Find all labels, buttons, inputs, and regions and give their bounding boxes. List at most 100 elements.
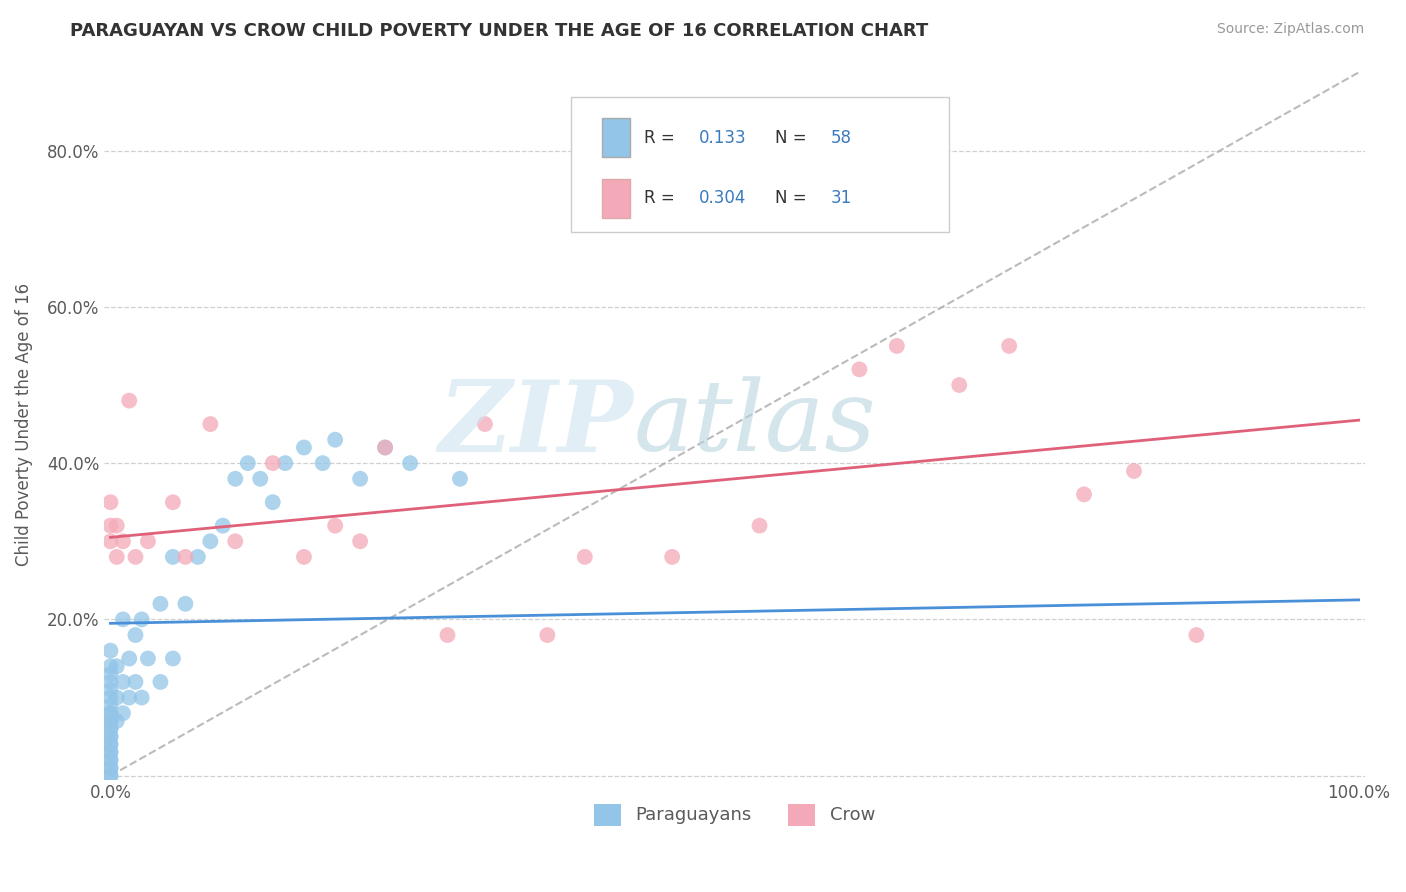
Point (100, 722, 122, 736)
FancyBboxPatch shape (602, 119, 630, 158)
Point (436, 628, 458, 642)
Text: PARAGUAYAN VS CROW CHILD POVERTY UNDER THE AGE OF 16 CORRELATION CHART: PARAGUAYAN VS CROW CHILD POVERTY UNDER T… (70, 22, 928, 40)
Text: R =: R = (644, 129, 681, 147)
Point (105, 714, 128, 728)
Text: N =: N = (775, 189, 811, 207)
Point (100, 738, 122, 752)
Point (661, 549, 683, 564)
Text: N =: N = (775, 129, 811, 147)
Point (136, 534, 159, 549)
Point (262, 495, 284, 509)
Point (292, 441, 315, 455)
Point (100, 659, 122, 673)
Point (374, 441, 396, 455)
Text: 58: 58 (831, 129, 852, 147)
Point (118, 393, 141, 408)
Point (100, 643, 122, 657)
Point (100, 745, 122, 759)
Point (748, 518, 770, 533)
Point (118, 690, 141, 705)
Point (124, 549, 146, 564)
Point (162, 549, 184, 564)
Point (312, 456, 335, 470)
Point (374, 441, 396, 455)
Point (149, 597, 172, 611)
Point (399, 456, 422, 470)
Point (349, 534, 371, 549)
Text: 31: 31 (831, 189, 852, 207)
Point (100, 518, 122, 533)
Point (100, 738, 122, 752)
Point (536, 628, 558, 642)
Point (100, 761, 122, 775)
Y-axis label: Child Poverty Under the Age of 16: Child Poverty Under the Age of 16 (15, 283, 32, 566)
Point (262, 456, 284, 470)
Point (124, 675, 146, 690)
Point (100, 761, 122, 775)
Point (100, 753, 122, 767)
Point (100, 722, 122, 736)
Point (100, 682, 122, 697)
Point (174, 597, 197, 611)
Point (998, 339, 1021, 353)
Point (111, 706, 134, 721)
Point (100, 698, 122, 713)
Point (100, 675, 122, 690)
Point (100, 706, 122, 721)
Point (174, 549, 197, 564)
Point (100, 730, 122, 744)
Point (131, 690, 153, 705)
Point (100, 706, 122, 721)
Point (1073, 487, 1095, 501)
Point (118, 651, 141, 665)
Point (105, 690, 128, 705)
Text: Source: ZipAtlas.com: Source: ZipAtlas.com (1216, 22, 1364, 37)
Point (224, 534, 246, 549)
Point (100, 534, 122, 549)
Point (1123, 464, 1146, 478)
Point (474, 417, 496, 431)
Point (100, 714, 122, 728)
Point (136, 651, 159, 665)
Point (100, 730, 122, 744)
Point (249, 472, 271, 486)
Point (111, 675, 134, 690)
Point (211, 518, 233, 533)
Point (100, 495, 122, 509)
Point (105, 518, 128, 533)
Point (100, 690, 122, 705)
Point (100, 769, 122, 783)
Point (149, 675, 172, 690)
Legend: Paraguayans, Crow: Paraguayans, Crow (585, 795, 884, 835)
Point (100, 667, 122, 681)
Text: R =: R = (644, 189, 681, 207)
Point (948, 378, 970, 392)
Point (111, 612, 134, 626)
Point (111, 534, 134, 549)
FancyBboxPatch shape (602, 178, 630, 218)
Point (162, 495, 184, 509)
FancyBboxPatch shape (571, 97, 949, 232)
Text: 0.304: 0.304 (699, 189, 747, 207)
Point (323, 433, 346, 447)
Text: atlas: atlas (634, 376, 876, 472)
Point (162, 651, 184, 665)
Point (224, 472, 246, 486)
Point (886, 339, 908, 353)
Text: ZIP: ZIP (439, 376, 634, 473)
Point (449, 472, 471, 486)
Point (131, 612, 153, 626)
Point (187, 549, 209, 564)
Point (200, 534, 222, 549)
Point (100, 753, 122, 767)
Point (349, 472, 371, 486)
Point (236, 456, 259, 470)
Point (105, 659, 128, 673)
Point (292, 549, 315, 564)
Point (100, 769, 122, 783)
Point (100, 714, 122, 728)
Point (848, 362, 870, 376)
Point (100, 745, 122, 759)
Point (1185, 628, 1208, 642)
Point (574, 549, 596, 564)
